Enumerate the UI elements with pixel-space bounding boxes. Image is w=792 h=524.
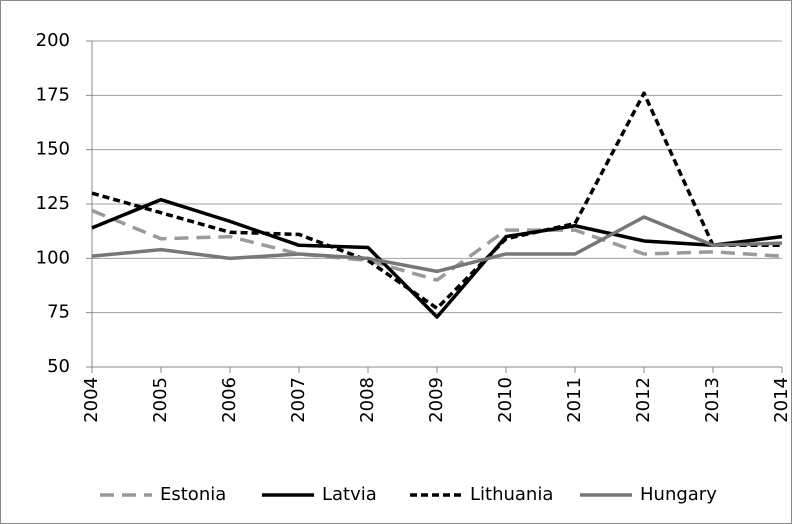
series-line: [91, 197, 783, 319]
x-tick-label: 2010: [495, 377, 516, 423]
x-tick-label: 2012: [633, 377, 654, 423]
x-tick-label: 2009: [426, 377, 447, 423]
x-tick-label: 2014: [771, 377, 792, 423]
legend-label: Hungary: [640, 484, 717, 505]
legend-label: Lithuania: [470, 484, 553, 505]
y-tick-label: 175: [36, 84, 70, 105]
x-tick-label: 2011: [564, 377, 585, 423]
y-tick-label: 200: [36, 30, 70, 51]
y-tick-label: 50: [47, 356, 70, 377]
y-tick-label: 150: [36, 139, 70, 160]
legend-label: Latvia: [322, 484, 377, 505]
x-tick-label: 2008: [357, 377, 378, 423]
x-tick-label: 2006: [219, 377, 240, 423]
y-tick-label: 100: [36, 247, 70, 268]
y-tick-label: 75: [47, 302, 70, 323]
legend-label: Estonia: [160, 484, 226, 505]
x-tick-label: 2005: [150, 377, 171, 423]
y-tick-label: 125: [36, 193, 70, 214]
series-line: [91, 215, 783, 274]
x-tick-label: 2007: [288, 377, 309, 423]
series-line: [91, 208, 783, 282]
x-tick-label: 2004: [81, 377, 102, 423]
x-tick-label: 2013: [702, 377, 723, 423]
series-line: [91, 91, 782, 311]
